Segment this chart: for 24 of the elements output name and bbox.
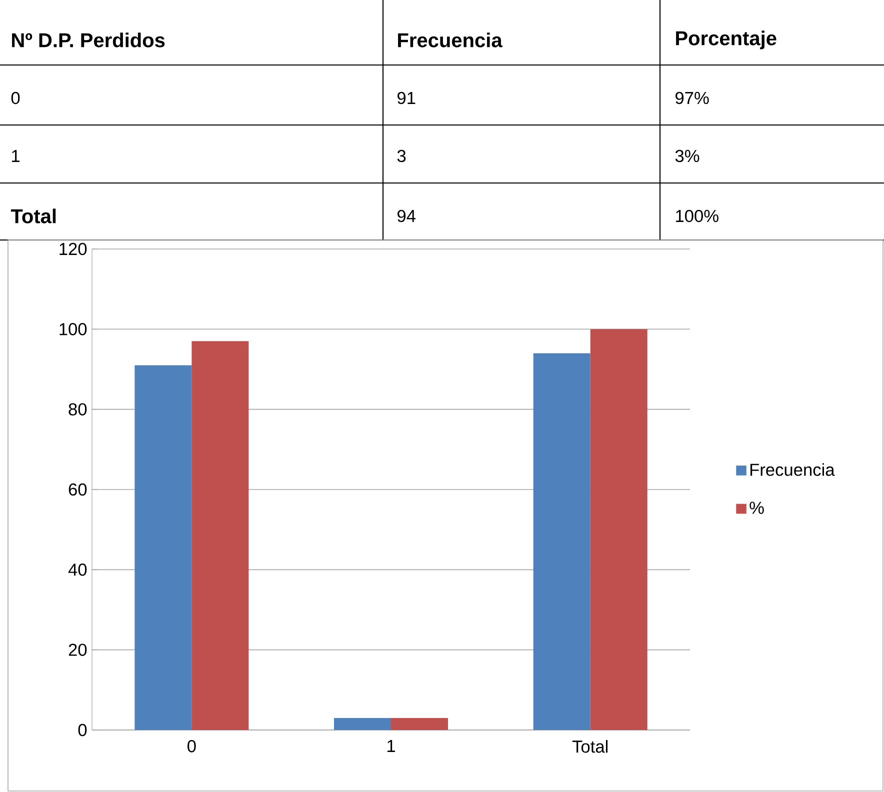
y-tick-label: 60 (68, 483, 87, 496)
x-tick-label: 1 (388, 740, 395, 752)
text: Porcentaje (676, 30, 776, 50)
text: 3 (397, 150, 406, 162)
x-tick-label: Total (572, 740, 608, 753)
y-tick-label: 80 (68, 403, 87, 416)
text: 97% (676, 92, 709, 104)
text: 100% (676, 210, 718, 222)
x-tick-label: 0 (188, 740, 196, 752)
y-tick-label: 0 (78, 724, 87, 736)
y-tick-label: 20 (68, 644, 87, 656)
y-tick-label: 100 (60, 323, 87, 336)
legend-label: % (750, 502, 764, 514)
category-label: 1 (12, 150, 20, 162)
legend-label: Frecuencia (750, 463, 835, 476)
text: 91 (398, 92, 416, 104)
text: Frecuencia (398, 32, 502, 48)
y-tick-label: 40 (68, 564, 87, 576)
category-label: 0 (11, 92, 20, 104)
y-tick-label: 120 (60, 242, 87, 256)
category-label: Total (10, 208, 56, 224)
text: 3% (675, 150, 700, 162)
text: 94 (398, 210, 416, 222)
text: Nº D.P. Perdidos (12, 32, 165, 48)
